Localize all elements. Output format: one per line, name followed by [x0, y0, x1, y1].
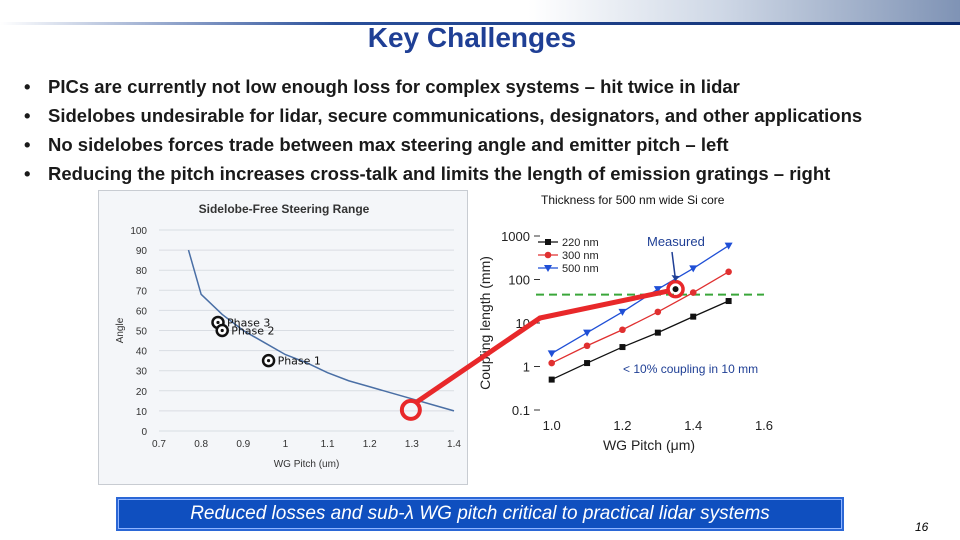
- data-point: [619, 326, 626, 334]
- measured-ring: [666, 279, 685, 299]
- data-point: [654, 308, 662, 316]
- conclusion-banner: Reduced losses and sub-λ WG pitch critic…: [116, 497, 844, 531]
- bullet-symbol: •: [24, 163, 31, 184]
- data-point: [654, 329, 661, 336]
- highlight-ring: [399, 398, 422, 421]
- x-tick-label: 0.7: [152, 439, 166, 450]
- data-point: [547, 350, 556, 358]
- x-axis-label: WG Pitch (μm): [603, 437, 695, 453]
- thickness-note: Thickness for 500 nm wide Si core: [541, 193, 725, 207]
- data-point: [548, 359, 555, 367]
- coupling-length-chart: 0.1 1 10 100 1000 1.0 1.2 1.4 1.6 WG Pitch (μm) Co…: [474, 222, 774, 462]
- connector-line: [414, 315, 543, 405]
- legend-label: 220 nm: [562, 237, 599, 249]
- y-tick-label: 100: [130, 226, 147, 237]
- data-point: [583, 342, 591, 350]
- measured-dot: [672, 286, 679, 293]
- y-axis-label: Angle: [115, 317, 126, 343]
- phase-marker-dot: [220, 328, 224, 333]
- data-point: [619, 344, 626, 351]
- header-rule: [0, 22, 960, 25]
- bullet-symbol: •: [24, 105, 31, 126]
- x-tick-label: 1.4: [447, 439, 461, 450]
- data-point: [689, 289, 697, 296]
- y-tick-label: 1000: [501, 229, 530, 244]
- measured-arrow-head: [671, 275, 680, 282]
- data-point: [583, 329, 592, 337]
- x-tick-label: 0.8: [194, 439, 208, 450]
- y-tick-label: 90: [136, 246, 148, 257]
- data-point: [725, 298, 732, 305]
- bullet-symbol: •: [24, 134, 31, 155]
- bullet-item: • PICs are currently not low enough loss …: [24, 72, 862, 101]
- legend-label: 300 nm: [562, 250, 599, 262]
- series-line: [551, 271, 729, 364]
- phase-marker-dot: [266, 359, 271, 363]
- data-point: [544, 251, 552, 259]
- phase-label: Phase 2: [231, 325, 274, 338]
- x-tick-label: 1.6: [755, 418, 773, 433]
- phase-label: Phase 1: [278, 355, 321, 368]
- bullet-item: • Sidelobes undesirable for lidar, secure…: [24, 101, 862, 130]
- connector-line: [537, 288, 671, 321]
- y-tick-label: 0: [141, 427, 147, 438]
- series-line: [551, 300, 729, 381]
- page-number: 16: [915, 520, 929, 534]
- bullet-text: Reducing the pitch increases cross-talk …: [48, 163, 831, 184]
- data-point: [689, 265, 698, 273]
- x-tick-label: 1.2: [363, 439, 377, 450]
- data-point: [544, 265, 552, 272]
- x-tick-label: 1.1: [321, 439, 335, 450]
- data-point: [690, 313, 697, 320]
- phase-marker-dot: [216, 320, 220, 325]
- x-tick-label: 1.2: [613, 418, 631, 433]
- y-tick-label: 10: [136, 407, 148, 418]
- measured-arrow: [671, 251, 677, 281]
- y-tick-label: 30: [136, 367, 148, 378]
- steering-range-plot: Sidelobe-Free Steering Range 0 10 20 30 40 50 6…: [115, 202, 461, 470]
- bullet-list: • PICs are currently not low enough loss …: [24, 72, 862, 188]
- data-point: [724, 242, 733, 250]
- y-tick-label: 20: [136, 387, 148, 398]
- y-tick-label: 80: [136, 266, 148, 277]
- header-bar: [0, 0, 960, 22]
- y-tick-label: 0.1: [512, 403, 530, 418]
- bullet-text: Sidelobes undesirable for lidar, secure …: [48, 105, 863, 126]
- steering-range-chart: Sidelobe-Free Steering Range 0 10 20 30 40 50 6…: [98, 190, 468, 485]
- y-tick-label: 60: [136, 306, 148, 317]
- phase-label: Phase 3: [227, 316, 270, 329]
- bullet-text: PICs are currently not low enough loss f…: [48, 76, 740, 97]
- y-tick-label: 1: [523, 360, 530, 375]
- x-tick-label: 1.4: [684, 418, 702, 433]
- measured-label: Measured: [647, 234, 705, 249]
- x-axis-label: WG Pitch (um): [274, 459, 340, 470]
- y-tick-label: 40: [136, 347, 148, 358]
- series-line: [187, 249, 455, 412]
- y-tick-label: 50: [136, 327, 148, 338]
- bullet-text: No sidelobes forces trade between max st…: [48, 134, 729, 155]
- y-tick-label: 100: [508, 273, 530, 288]
- y-tick-label: 70: [136, 286, 148, 297]
- legend-label: 500 nm: [562, 263, 599, 275]
- data-point: [618, 308, 627, 316]
- slide-title: Key Challenges: [367, 22, 577, 53]
- coupling-label: < 10% coupling in 10 mm: [623, 362, 759, 376]
- x-tick-label: 1: [283, 439, 289, 450]
- x-tick-label: 1.3: [405, 439, 419, 450]
- x-tick-label: 1.0: [543, 418, 561, 433]
- chart-title: Sidelobe-Free Steering Range: [199, 202, 370, 216]
- data-point: [653, 286, 662, 294]
- bullet-item: • No sidelobes forces trade between max s…: [24, 130, 862, 159]
- series-line: [551, 245, 729, 354]
- bullet-item: • Reducing the pitch increases cross-talk…: [24, 159, 862, 188]
- bullet-symbol: •: [24, 76, 31, 97]
- data-point: [548, 376, 555, 383]
- data-point: [545, 239, 551, 245]
- data-point: [584, 360, 591, 367]
- x-tick-label: 0.9: [236, 439, 250, 450]
- data-point: [725, 268, 732, 276]
